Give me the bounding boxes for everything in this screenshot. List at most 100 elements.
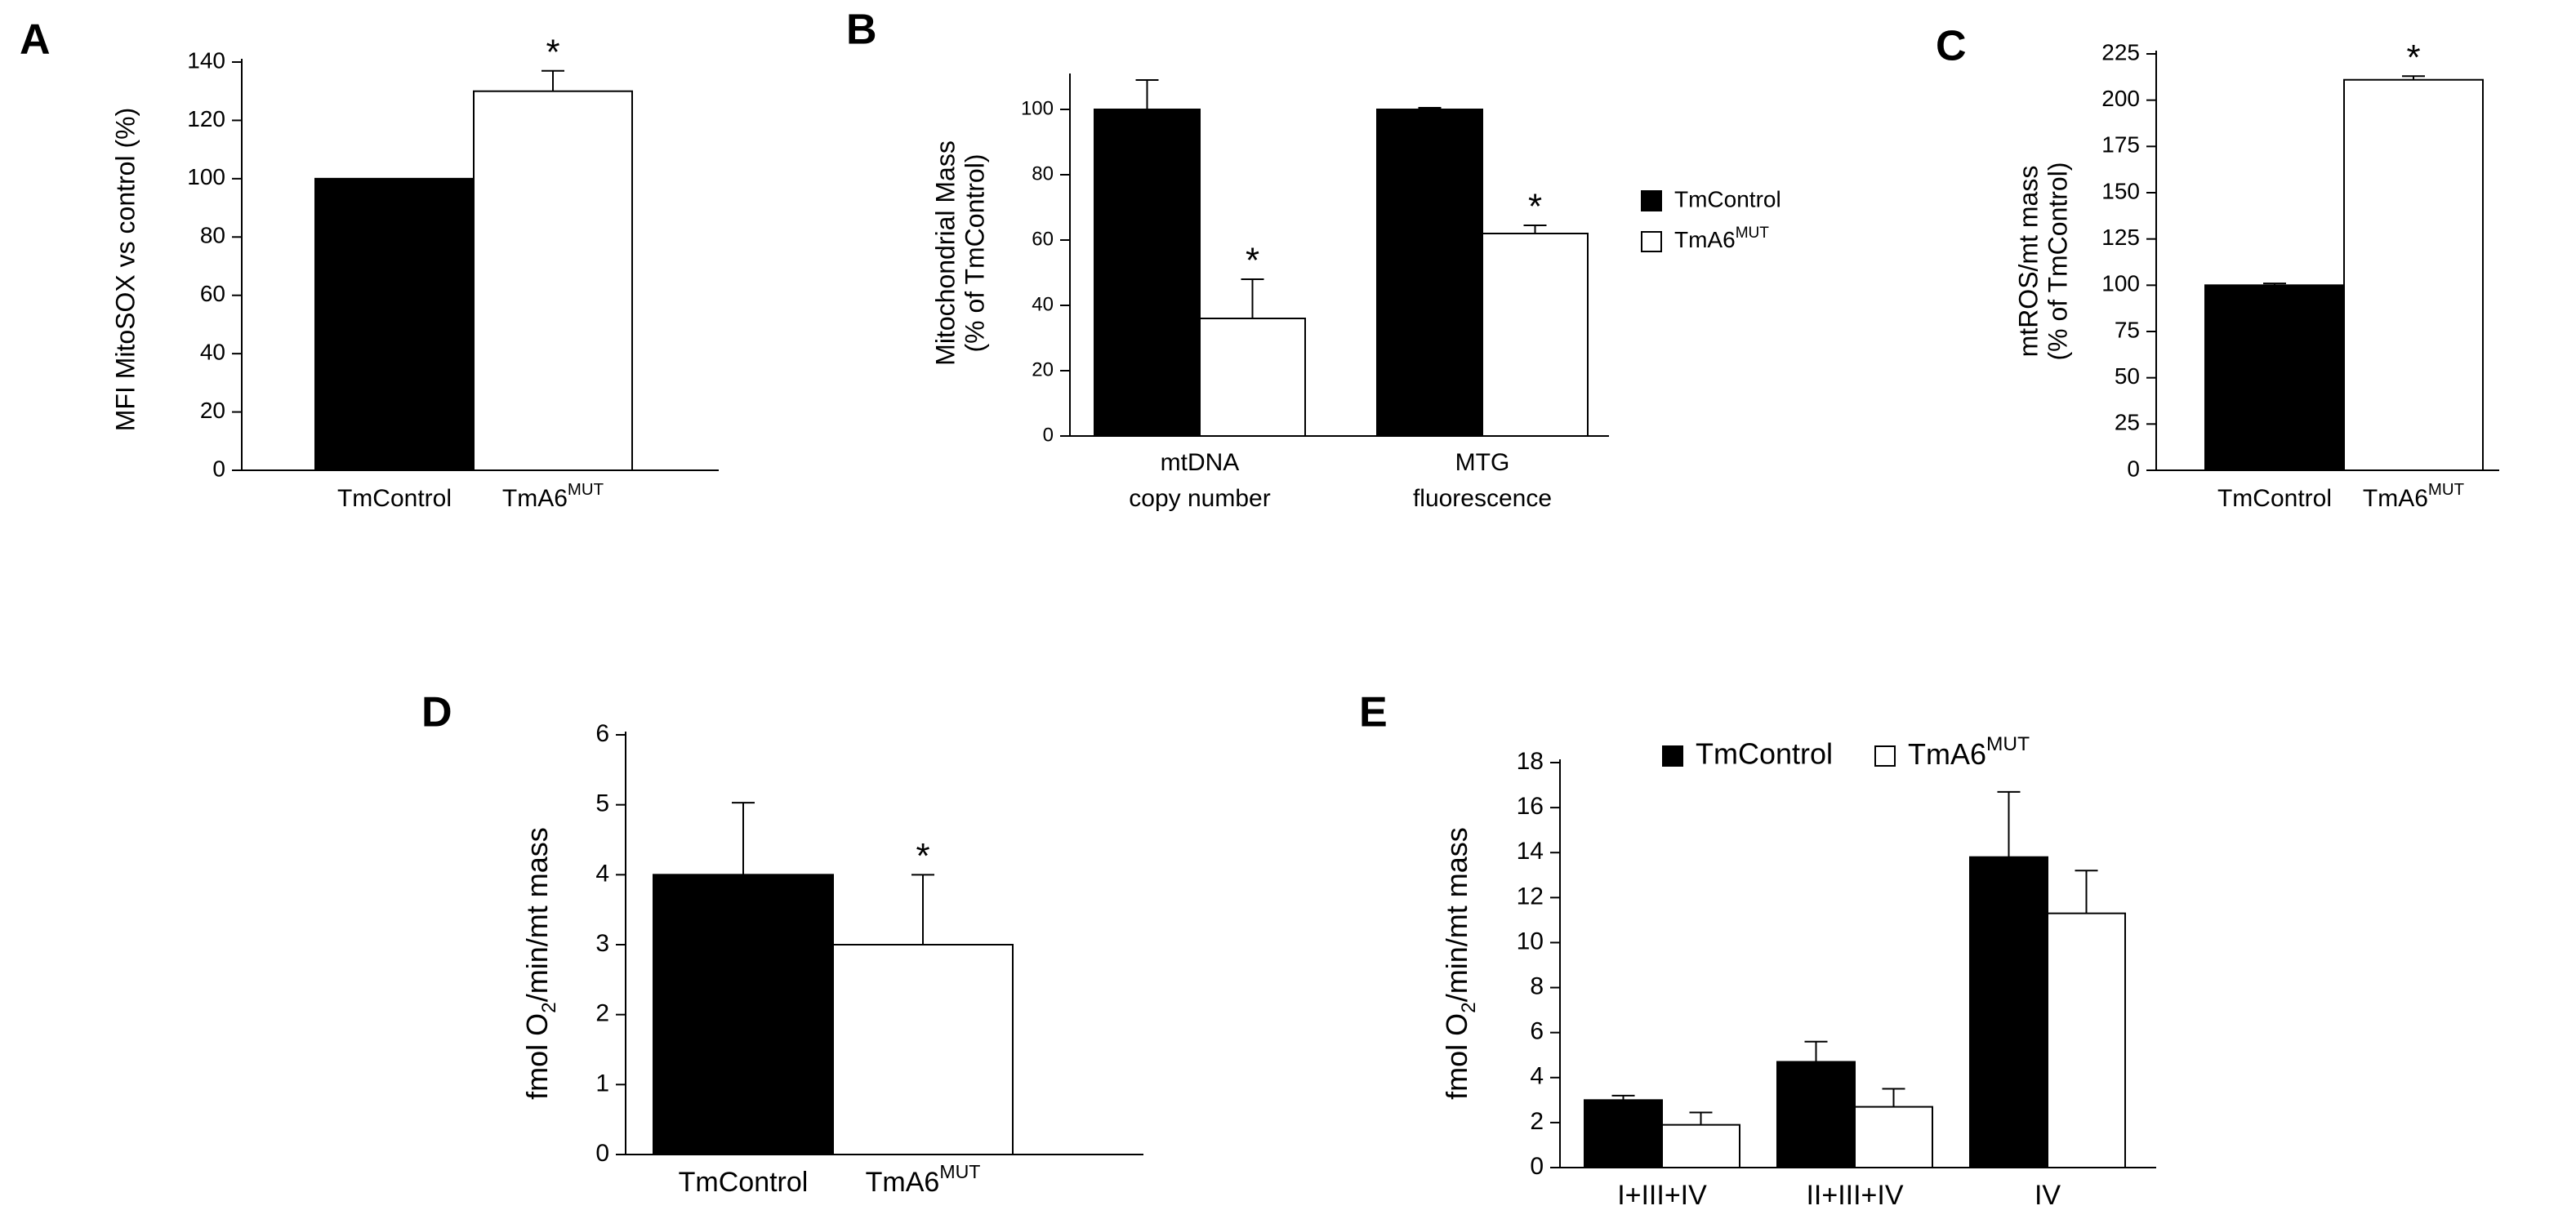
y-axis-label: (% of TmControl) bbox=[960, 154, 989, 352]
y-tick-label: 6 bbox=[1530, 1018, 1544, 1045]
annotation: * bbox=[546, 32, 559, 72]
bar bbox=[1969, 856, 2048, 1168]
x-tick-label: TmA6MUT bbox=[502, 481, 604, 512]
x-tick-label: mtDNA bbox=[1161, 449, 1240, 476]
bar bbox=[2343, 78, 2484, 471]
y-axis-label-sub: 2 bbox=[538, 1002, 560, 1013]
x-tick-label-part: TmA6 bbox=[866, 1167, 940, 1198]
y-axis-label: fmol O2/min/mt mass bbox=[1440, 827, 1480, 1100]
y-tick-label: 0 bbox=[212, 456, 225, 481]
bar bbox=[1854, 1106, 1933, 1168]
y-tick-label: 14 bbox=[1517, 838, 1544, 865]
legend-label-part: TmA6 bbox=[1908, 737, 1986, 771]
y-axis-label: mtROS/mt mass bbox=[2013, 166, 2043, 358]
y-axis-label: fmol O2/min/mt mass bbox=[520, 827, 560, 1100]
bar bbox=[1584, 1099, 1663, 1169]
panel-letter: D bbox=[421, 689, 452, 736]
panel-letter: B bbox=[846, 7, 877, 54]
bar bbox=[653, 874, 834, 1156]
y-tick-label: 100 bbox=[187, 164, 225, 189]
x-tick-label: TmControl bbox=[337, 485, 452, 512]
y-axis-label-part: /min/mt mass bbox=[520, 827, 554, 1002]
legend-swatch bbox=[1641, 190, 1662, 211]
y-tick-label: 140 bbox=[187, 47, 225, 73]
x-tick-label: copy number bbox=[1129, 485, 1270, 512]
x-tick-label-sup: MUT bbox=[939, 1161, 980, 1182]
y-tick-label: 80 bbox=[200, 223, 225, 248]
bar bbox=[1199, 318, 1306, 437]
bar bbox=[314, 177, 475, 471]
y-tick-label: 12 bbox=[1517, 883, 1544, 910]
bar bbox=[1094, 109, 1201, 437]
y-tick-label: 175 bbox=[2101, 132, 2140, 158]
legend-label: TmControl bbox=[1674, 186, 1781, 211]
legend-label-sup: MUT bbox=[1986, 733, 2030, 755]
bar bbox=[473, 90, 633, 471]
bar bbox=[1776, 1061, 1856, 1168]
x-tick-label-sup: MUT bbox=[2428, 481, 2464, 499]
y-axis-label: Mitochondrial Mass bbox=[930, 140, 960, 366]
y-tick-label: 20 bbox=[200, 398, 225, 423]
y-tick-label: 3 bbox=[595, 930, 609, 957]
x-tick-label: TmControl bbox=[2217, 485, 2332, 512]
x-tick-label-sup: MUT bbox=[568, 481, 604, 499]
y-tick-label: 0 bbox=[1043, 424, 1054, 446]
y-tick-label: 75 bbox=[2115, 317, 2140, 342]
legend-swatch bbox=[1874, 745, 1896, 767]
y-tick-label: 80 bbox=[1032, 162, 1054, 185]
panel-letter: E bbox=[1359, 689, 1388, 736]
annotation: * bbox=[916, 836, 929, 876]
y-tick-label: 0 bbox=[595, 1140, 609, 1167]
y-tick-label: 6 bbox=[595, 720, 609, 747]
panel-letter: C bbox=[1936, 23, 1967, 70]
y-tick-label: 4 bbox=[1530, 1063, 1544, 1090]
y-tick-label: 25 bbox=[2115, 410, 2140, 435]
x-tick-label-part: TmA6 bbox=[502, 485, 568, 512]
y-tick-label: 0 bbox=[1530, 1153, 1544, 1180]
legend-label: TmA6MUT bbox=[1908, 733, 2030, 771]
legend-label: TmA6MUT bbox=[1674, 225, 1769, 253]
annotation: * bbox=[1246, 241, 1259, 281]
y-tick-label: 60 bbox=[200, 281, 225, 306]
bar bbox=[1661, 1123, 1740, 1168]
x-tick-label: fluorescence bbox=[1413, 485, 1552, 512]
legend-label-sup: MUT bbox=[1736, 225, 1770, 242]
y-tick-label: 16 bbox=[1517, 793, 1544, 820]
y-axis-label-part: /min/mt mass bbox=[1440, 827, 1473, 1002]
x-tick-label: TmA6MUT bbox=[866, 1161, 981, 1198]
y-axis-label: (% of TmControl) bbox=[2043, 162, 2072, 360]
y-axis-label: MFI MitoSOX vs control (%) bbox=[110, 108, 140, 432]
y-tick-label: 50 bbox=[2115, 363, 2140, 389]
x-tick-label: MTG bbox=[1455, 449, 1510, 476]
y-tick-label: 1 bbox=[595, 1070, 609, 1097]
legend-label-part: TmA6 bbox=[1674, 227, 1736, 252]
y-tick-label: 20 bbox=[1032, 358, 1054, 380]
bar bbox=[2047, 912, 2126, 1168]
x-tick-label-part: TmA6 bbox=[2363, 485, 2428, 512]
y-tick-label: 60 bbox=[1032, 228, 1054, 250]
y-tick-label: 4 bbox=[595, 860, 609, 887]
y-tick-label: 100 bbox=[1021, 97, 1054, 119]
bar bbox=[2204, 284, 2345, 472]
y-tick-label: 10 bbox=[1517, 928, 1544, 954]
y-axis-label-sub: 2 bbox=[1458, 1002, 1480, 1013]
x-tick-label: II+III+IV bbox=[1806, 1180, 1903, 1211]
annotation: * bbox=[2406, 38, 2420, 78]
x-tick-label: TmA6MUT bbox=[2363, 481, 2464, 512]
y-tick-label: 125 bbox=[2101, 225, 2140, 250]
x-tick-label: I+III+IV bbox=[1617, 1180, 1707, 1211]
y-tick-label: 200 bbox=[2101, 86, 2140, 111]
bar bbox=[832, 944, 1014, 1155]
y-tick-label: 225 bbox=[2101, 39, 2140, 65]
y-tick-label: 5 bbox=[595, 790, 609, 817]
y-tick-label: 100 bbox=[2101, 271, 2140, 296]
bar bbox=[1482, 233, 1589, 437]
y-tick-label: 150 bbox=[2101, 178, 2140, 203]
y-tick-label: 8 bbox=[1530, 972, 1544, 999]
y-tick-label: 40 bbox=[1032, 293, 1054, 315]
legend-label: TmControl bbox=[1696, 737, 1833, 771]
bar bbox=[1376, 109, 1483, 437]
y-tick-label: 40 bbox=[200, 340, 225, 365]
